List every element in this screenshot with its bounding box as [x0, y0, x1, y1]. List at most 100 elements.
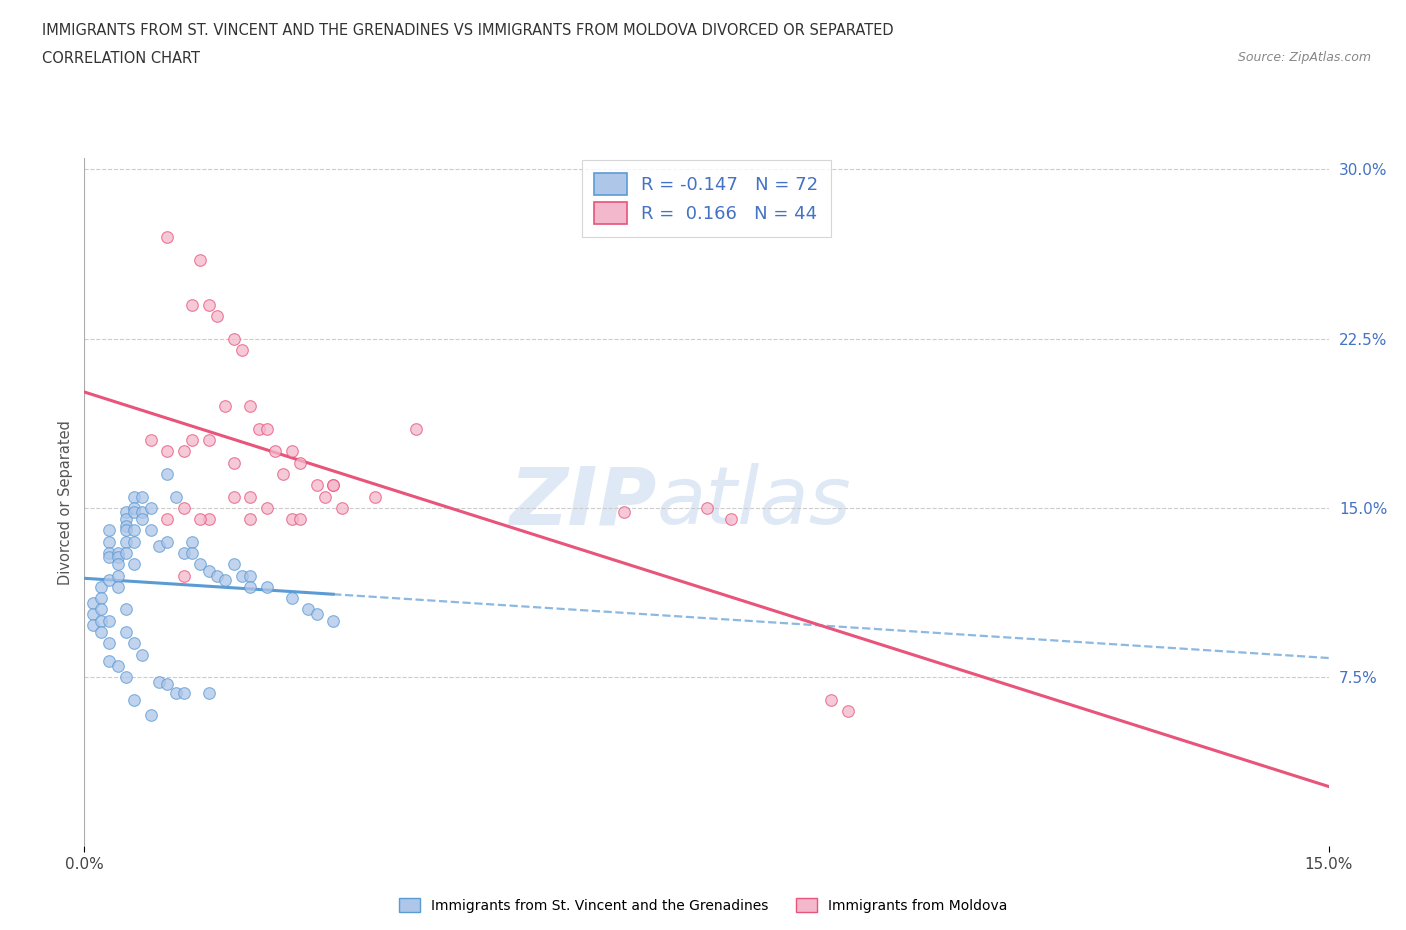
Point: [131, 489, 153, 504]
Point: [197, 685, 219, 700]
Y-axis label: Divorced or Separated: Divorced or Separated: [58, 419, 73, 585]
Point: [281, 444, 304, 458]
Legend: R = -0.147   N = 72, R =  0.166   N = 44: R = -0.147 N = 72, R = 0.166 N = 44: [582, 160, 831, 237]
Point: [156, 467, 179, 482]
Point: [239, 489, 262, 504]
Point: [82, 606, 104, 621]
Point: [98, 636, 121, 651]
Text: atlas: atlas: [657, 463, 852, 541]
Point: [122, 636, 145, 651]
Point: [115, 625, 138, 640]
Point: [139, 708, 162, 723]
Point: [122, 557, 145, 572]
Point: [205, 568, 228, 583]
Point: [281, 512, 304, 526]
Point: [107, 568, 129, 583]
Point: [98, 654, 121, 669]
Point: [181, 298, 204, 312]
Text: IMMIGRANTS FROM ST. VINCENT AND THE GRENADINES VS IMMIGRANTS FROM MOLDOVA DIVORC: IMMIGRANTS FROM ST. VINCENT AND THE GREN…: [42, 23, 894, 38]
Point: [107, 546, 129, 561]
Point: [613, 505, 636, 520]
Point: [148, 538, 170, 553]
Point: [90, 613, 112, 628]
Point: [131, 512, 153, 526]
Point: [222, 489, 245, 504]
Point: [139, 523, 162, 538]
Point: [98, 546, 121, 561]
Point: [837, 703, 859, 718]
Point: [190, 557, 212, 572]
Point: [273, 467, 295, 482]
Point: [107, 557, 129, 572]
Point: [239, 568, 262, 583]
Point: [181, 534, 204, 549]
Point: [256, 500, 278, 515]
Point: [156, 444, 179, 458]
Text: CORRELATION CHART: CORRELATION CHART: [42, 51, 200, 66]
Point: [222, 456, 245, 471]
Point: [322, 478, 344, 493]
Point: [214, 399, 236, 414]
Point: [107, 658, 129, 673]
Point: [98, 613, 121, 628]
Point: [98, 573, 121, 588]
Point: [90, 625, 112, 640]
Point: [122, 500, 145, 515]
Point: [222, 331, 245, 346]
Point: [197, 432, 219, 447]
Point: [98, 523, 121, 538]
Point: [156, 676, 179, 691]
Point: [405, 421, 427, 436]
Point: [197, 512, 219, 526]
Point: [264, 444, 287, 458]
Point: [190, 512, 212, 526]
Point: [90, 579, 112, 594]
Point: [322, 613, 344, 628]
Point: [214, 573, 236, 588]
Point: [190, 252, 212, 267]
Point: [115, 546, 138, 561]
Point: [173, 568, 195, 583]
Point: [281, 591, 304, 605]
Point: [156, 512, 179, 526]
Point: [90, 591, 112, 605]
Point: [197, 298, 219, 312]
Point: [156, 230, 179, 245]
Point: [181, 546, 204, 561]
Point: [139, 500, 162, 515]
Point: [288, 456, 311, 471]
Point: [305, 606, 328, 621]
Point: [239, 512, 262, 526]
Point: [107, 550, 129, 565]
Point: [156, 534, 179, 549]
Point: [90, 602, 112, 617]
Point: [231, 568, 253, 583]
Point: [297, 602, 319, 617]
Point: [256, 579, 278, 594]
Point: [197, 564, 219, 578]
Point: [173, 546, 195, 561]
Point: [82, 595, 104, 610]
Point: [256, 421, 278, 436]
Point: [288, 512, 311, 526]
Legend: Immigrants from St. Vincent and the Grenadines, Immigrants from Moldova: Immigrants from St. Vincent and the Gren…: [394, 893, 1012, 919]
Point: [115, 602, 138, 617]
Point: [107, 579, 129, 594]
Point: [222, 557, 245, 572]
Point: [173, 444, 195, 458]
Point: [720, 512, 742, 526]
Point: [131, 505, 153, 520]
Point: [820, 692, 842, 707]
Point: [115, 505, 138, 520]
Point: [205, 309, 228, 324]
Point: [122, 505, 145, 520]
Point: [115, 518, 138, 533]
Text: Source: ZipAtlas.com: Source: ZipAtlas.com: [1237, 51, 1371, 64]
Point: [364, 489, 387, 504]
Point: [82, 618, 104, 632]
Point: [322, 478, 344, 493]
Point: [115, 534, 138, 549]
Point: [181, 432, 204, 447]
Point: [131, 647, 153, 662]
Point: [239, 579, 262, 594]
